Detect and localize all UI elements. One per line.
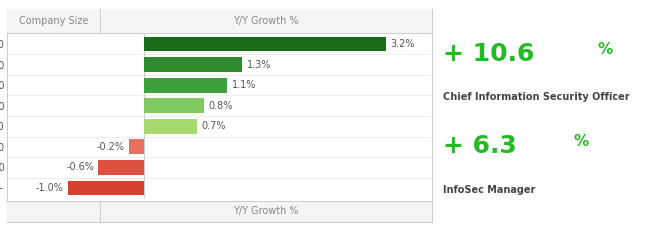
Text: Y/Y Growth %: Y/Y Growth % xyxy=(233,16,299,26)
Bar xyxy=(144,98,204,113)
Text: 0.8%: 0.8% xyxy=(209,101,233,111)
Text: Chief Information Security Officer: Chief Information Security Officer xyxy=(443,92,630,102)
Text: InfoSec Manager: InfoSec Manager xyxy=(443,185,536,195)
Text: -1.0%: -1.0% xyxy=(36,183,64,193)
Text: %: % xyxy=(598,42,613,57)
Bar xyxy=(144,119,197,134)
Bar xyxy=(99,160,144,175)
FancyBboxPatch shape xyxy=(6,201,432,222)
Text: -0.2%: -0.2% xyxy=(96,142,124,152)
Bar xyxy=(129,140,144,154)
FancyBboxPatch shape xyxy=(6,9,432,222)
Bar xyxy=(144,57,242,72)
Text: %: % xyxy=(574,134,589,149)
Text: 1.3%: 1.3% xyxy=(246,60,271,70)
Text: -0.6%: -0.6% xyxy=(66,162,94,172)
FancyBboxPatch shape xyxy=(6,9,432,33)
Bar xyxy=(144,78,227,93)
Text: 0.7%: 0.7% xyxy=(202,121,226,131)
Text: Company Size: Company Size xyxy=(19,16,88,26)
Text: 1.1%: 1.1% xyxy=(231,80,256,90)
Text: + 10.6: + 10.6 xyxy=(443,42,534,66)
Bar xyxy=(144,37,385,52)
Text: + 6.3: + 6.3 xyxy=(443,134,517,158)
Text: Y/Y Growth %: Y/Y Growth % xyxy=(233,206,299,216)
Text: 3.2%: 3.2% xyxy=(390,39,415,49)
Bar xyxy=(68,180,144,195)
